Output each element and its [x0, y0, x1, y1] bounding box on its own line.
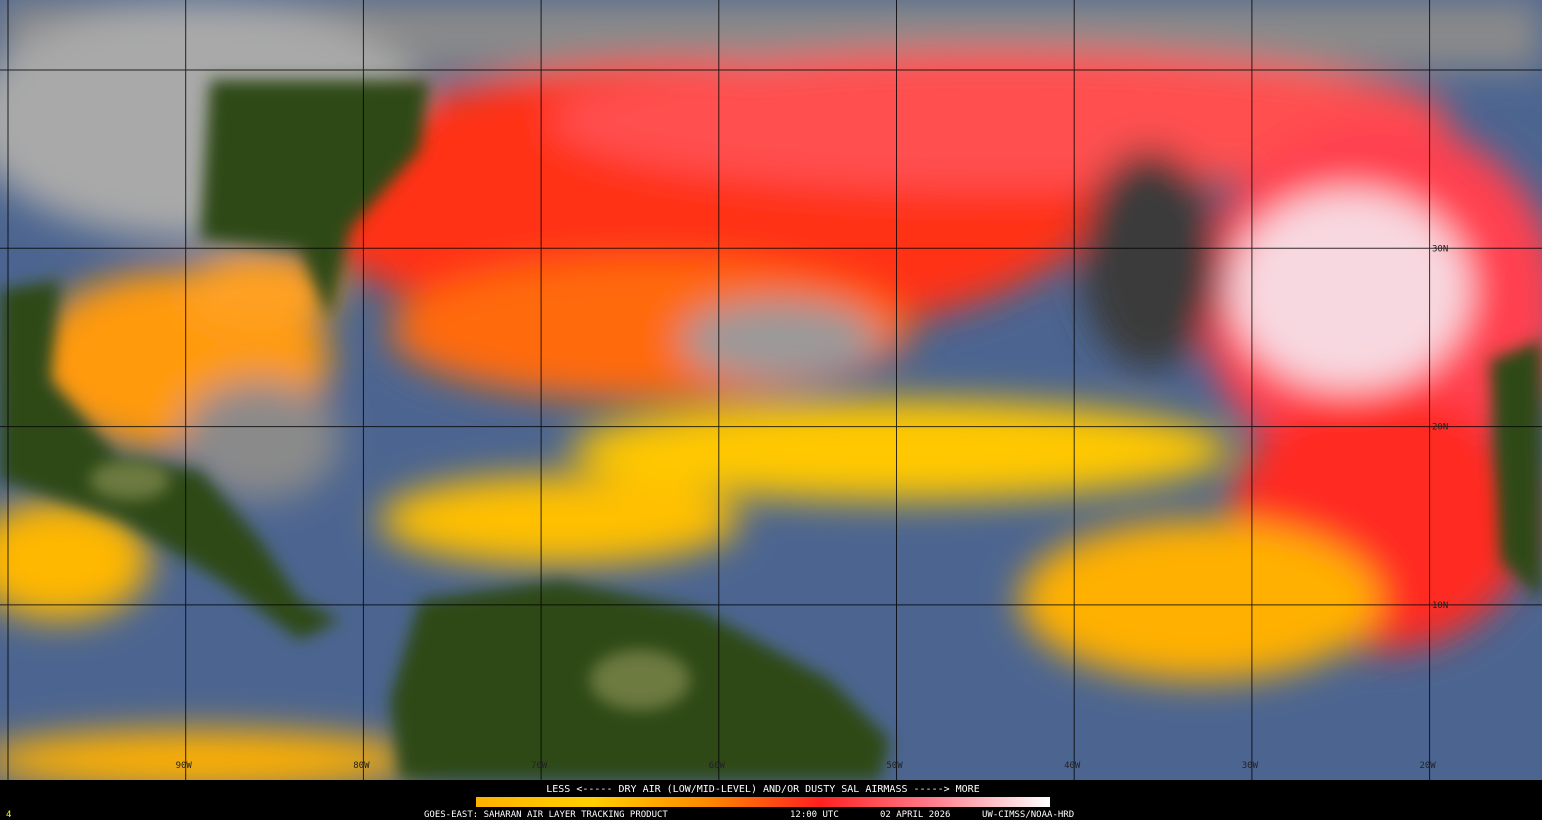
color-scale — [476, 797, 1050, 807]
lat-label: 20N — [1432, 423, 1448, 433]
lon-label: 20W — [1419, 761, 1436, 771]
lon-label: 70W — [531, 761, 548, 771]
lat-label: 10N — [1432, 601, 1448, 611]
lon-label: 60W — [709, 761, 726, 771]
frame-number: 4 — [6, 810, 11, 820]
lon-label: 80W — [353, 761, 370, 771]
lon-label: 50W — [886, 761, 903, 771]
lon-label: 30W — [1242, 761, 1259, 771]
lon-label: 40W — [1064, 761, 1081, 771]
date: 02 APRIL 2026 — [880, 810, 950, 820]
credit: UW-CIMSS/NOAA-HRD — [982, 810, 1074, 820]
lon-label: 90W — [176, 761, 193, 771]
imagery — [0, 0, 1542, 790]
time: 12:00 UTC — [790, 810, 839, 820]
product-name: GOES-EAST: SAHARAN AIR LAYER TRACKING PR… — [424, 810, 668, 820]
grid-labels: 90W 80W 70W 60W 50W 40W 30W 20W 30N 20N 10N — [176, 244, 1449, 771]
lat-lon-grid — [0, 0, 1542, 780]
legend-caption: LESS <----- DRY AIR (LOW/MID-LEVEL) AND/… — [546, 784, 979, 795]
lat-label: 30N — [1432, 244, 1448, 254]
